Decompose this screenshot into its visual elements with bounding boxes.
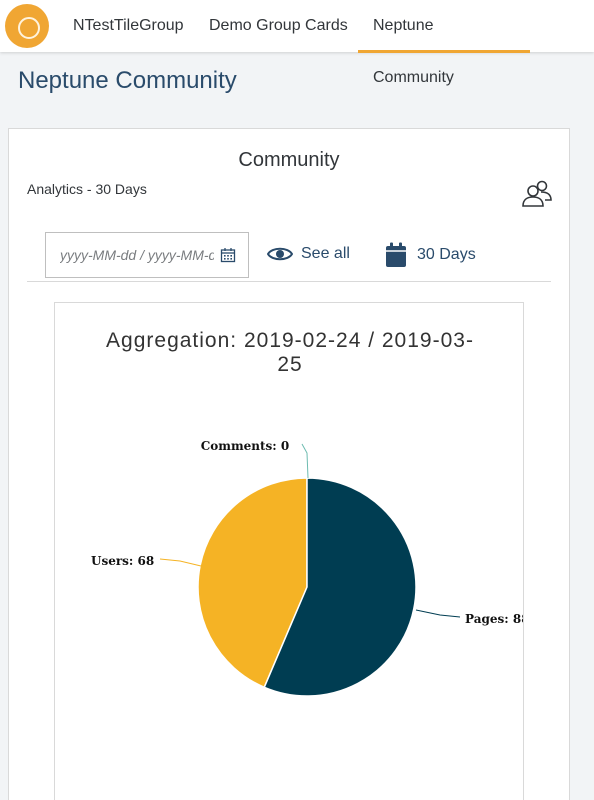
label-connector-comments bbox=[301, 443, 309, 479]
data-label-users: Users: 68 bbox=[91, 554, 154, 568]
community-card: Community Analytics - 30 Days See all bbox=[8, 128, 570, 800]
see-all-button[interactable]: See all bbox=[267, 241, 350, 267]
calendar-icon[interactable] bbox=[220, 247, 236, 263]
calendar-icon bbox=[386, 242, 406, 267]
page-title: Neptune Community bbox=[18, 67, 237, 94]
label-connector-pages bbox=[415, 609, 461, 618]
label-connector-users bbox=[159, 558, 202, 567]
see-all-label: See all bbox=[301, 245, 350, 262]
card-subtitle: Analytics - 30 Days bbox=[27, 181, 147, 197]
date-range-input[interactable] bbox=[46, 233, 214, 277]
data-label-comments: Comments: 0 bbox=[201, 439, 290, 453]
eye-icon bbox=[267, 247, 293, 261]
tab-neptune-community[interactable]: Neptune Community bbox=[358, 0, 530, 86]
app-logo-icon[interactable] bbox=[5, 4, 49, 48]
tab-ntesttilegroup[interactable]: NTestTileGroup bbox=[73, 17, 184, 34]
pie-slice-pages[interactable] bbox=[263, 477, 417, 697]
aggregation-chart: Aggregation: 2019-02-24 / 2019-03-25 Com… bbox=[54, 302, 524, 800]
days-label: 30 Days bbox=[417, 246, 476, 263]
shell-header: NTestTileGroup Demo Group Cards Neptune … bbox=[0, 0, 594, 86]
chart-title: Aggregation: 2019-02-24 / 2019-03-25 bbox=[106, 329, 474, 376]
pie-chart: Comments: 0 Users: 68 Pages: 88 bbox=[91, 439, 523, 697]
card-title: Community bbox=[238, 149, 340, 171]
pie-slice-users[interactable] bbox=[197, 477, 308, 689]
users-group-icon[interactable] bbox=[521, 179, 553, 209]
divider bbox=[27, 281, 551, 282]
data-label-pages: Pages: 88 bbox=[465, 612, 523, 626]
date-range-picker[interactable] bbox=[45, 232, 249, 278]
tab-demo-group-cards[interactable]: Demo Group Cards bbox=[209, 17, 348, 34]
days-filter-button[interactable]: 30 Days bbox=[385, 241, 476, 269]
